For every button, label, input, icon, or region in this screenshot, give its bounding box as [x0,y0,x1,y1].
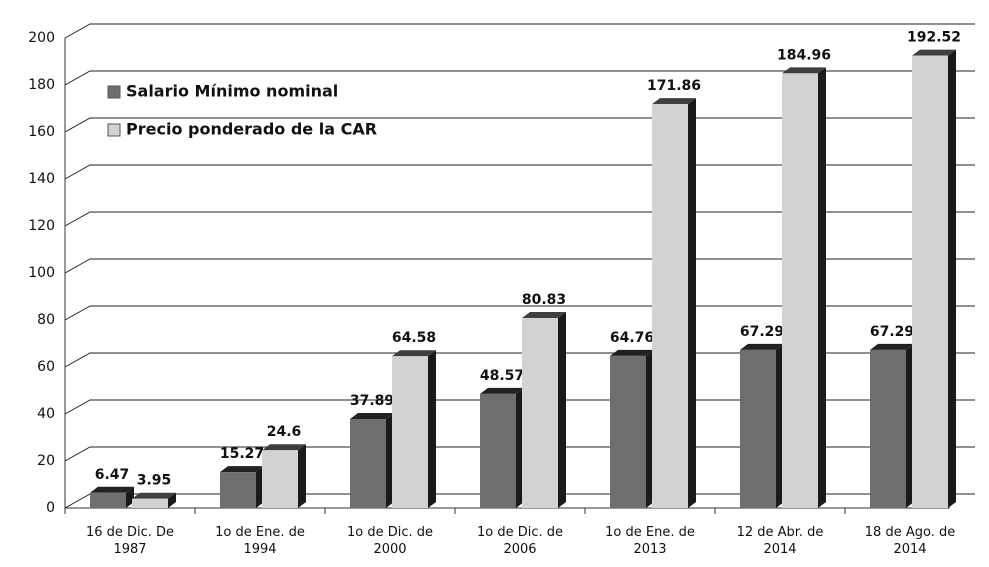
x-tick-label: 1o de Ene. de 2013 [605,525,695,557]
y-tick-label: 60 [37,359,55,375]
bar-top [392,350,436,357]
legend-swatch [107,85,121,99]
bar-side [558,312,566,508]
bar [350,418,386,508]
bar-top [652,98,696,105]
bar-top [132,492,176,499]
bar [912,55,948,508]
y-tick-label: 80 [37,312,55,328]
grid-line [64,305,975,321]
x-tick-label: 1o de Dic. de 2006 [476,525,564,557]
x-tick-label: 12 de Abr. de 2014 [736,525,824,557]
bar-side [818,67,826,509]
y-tick-label: 100 [28,265,55,281]
legend-swatch [107,123,121,137]
bar-top [522,312,566,319]
bar [262,450,298,508]
bar-top [480,387,524,394]
bar-side [298,444,306,508]
bar [782,73,818,509]
y-tick-label: 20 [37,453,55,469]
value-label: 15.27 [220,446,264,462]
y-tick-label: 160 [28,124,55,140]
grid-line [64,258,975,274]
x-tick-label: 1o de Ene. de 1994 [215,525,305,557]
bar [870,349,906,508]
value-label: 3.95 [137,473,172,489]
bar-side [168,492,176,508]
bar-top [782,67,826,74]
bar-top [912,49,956,56]
bar [132,498,168,508]
bar [480,393,516,508]
bar [740,349,776,508]
bar [652,104,688,508]
value-label: 67.29 [870,324,914,340]
bar-top [90,486,134,493]
bar [90,492,126,508]
bar [220,472,256,508]
bar-side [688,98,696,508]
x-tick-label: 1o de Dic. de 2000 [346,525,434,557]
bar-top [262,444,306,451]
value-label: 64.58 [392,330,436,346]
bar-side [948,49,956,508]
bar-top [610,349,654,356]
y-tick-label: 140 [28,171,55,187]
y-tick-label: 180 [28,77,55,93]
bar-top [350,412,394,419]
value-label: 184.96 [777,47,831,63]
value-label: 37.89 [350,393,394,409]
legend-label: Salario Mínimo nominal [126,82,338,101]
grid-line [64,164,975,180]
y-tick-label: 0 [46,500,55,516]
bar [392,356,428,508]
value-label: 80.83 [522,292,566,308]
value-label: 171.86 [647,78,701,94]
value-label: 67.29 [740,324,784,340]
bar [522,318,558,508]
value-label: 64.76 [610,330,654,346]
value-label: 6.47 [95,467,130,483]
grid-line [64,70,975,86]
y-tick-label: 120 [28,218,55,234]
y-tick-label: 40 [37,406,55,422]
value-label: 48.57 [480,368,524,384]
legend-label: Precio ponderado de la CAR [126,120,377,139]
value-label: 192.52 [907,30,961,46]
bar-side [428,350,436,508]
bar-top [740,343,784,350]
x-tick-label: 16 de Dic. De 1987 [85,525,175,557]
grid-line [64,352,975,368]
x-tick-label: 18 de Ago. de 2014 [864,525,956,557]
grid-line [64,23,975,39]
value-label: 24.6 [267,424,302,440]
y-tick-label: 200 [28,30,55,46]
bar [610,355,646,508]
grid-line [64,211,975,227]
bar-top [870,343,914,350]
bar-top [220,466,264,473]
